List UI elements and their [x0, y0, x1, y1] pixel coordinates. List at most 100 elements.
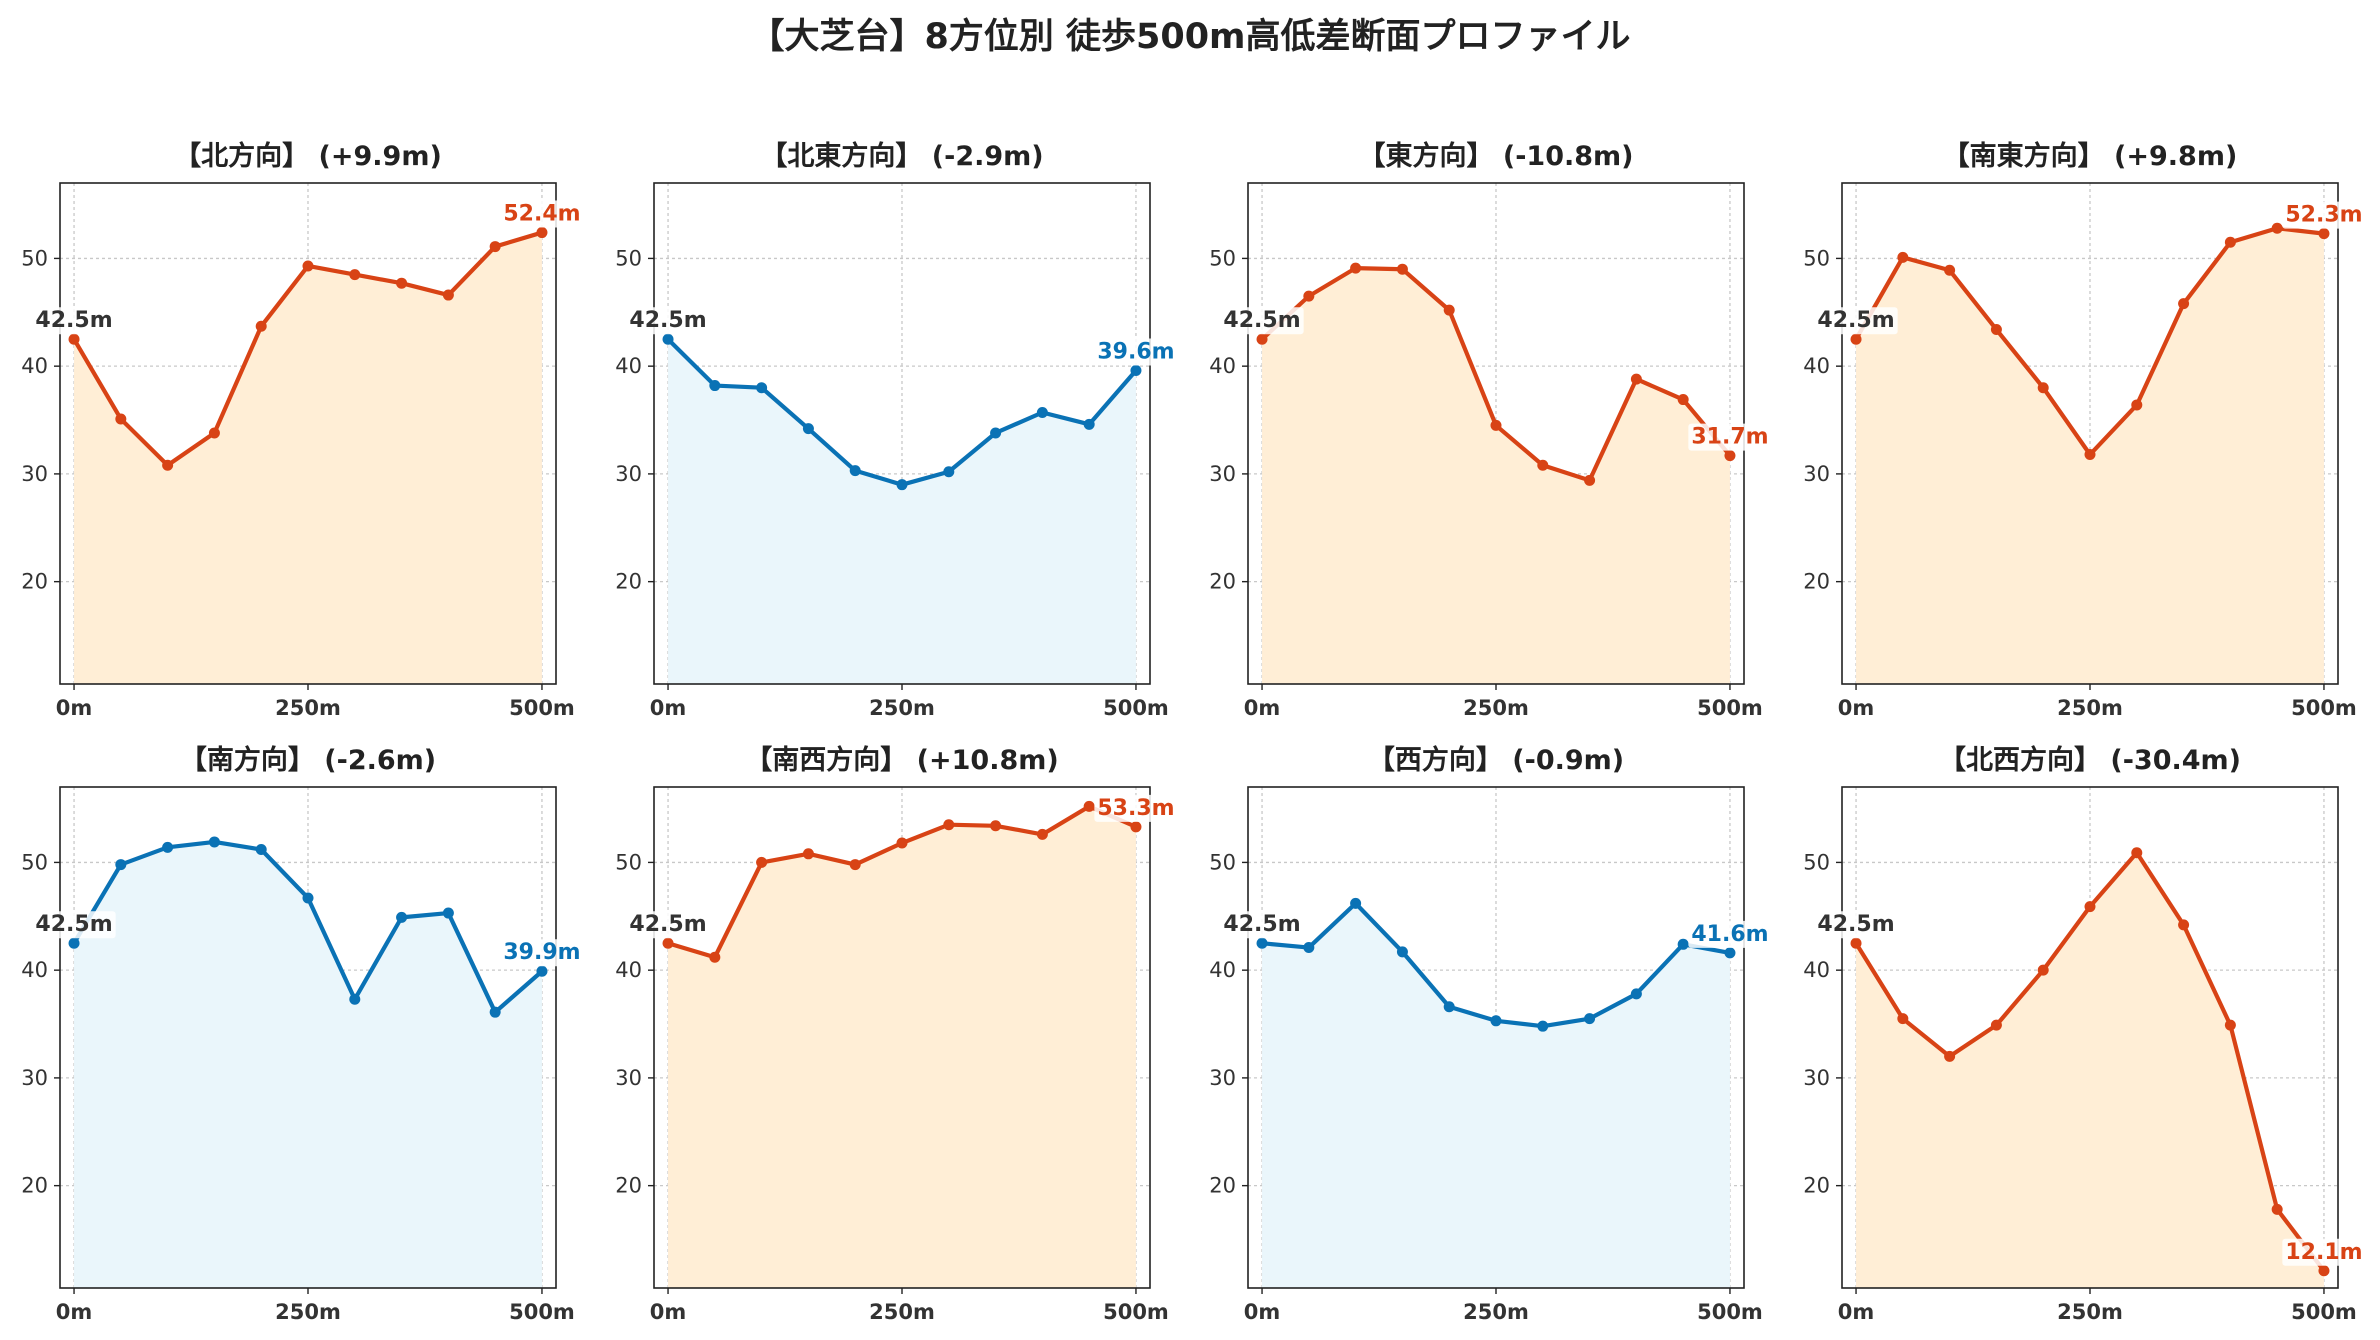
- x-tick-label: 250m: [1463, 696, 1529, 720]
- data-point: [662, 333, 674, 345]
- y-tick-label: 50: [21, 850, 48, 874]
- data-point: [442, 289, 454, 301]
- y-tick-label: 30: [1209, 1066, 1236, 1090]
- start-value-label: 42.5m: [1817, 912, 1894, 937]
- data-point: [2131, 399, 2143, 411]
- x-tick-label: 500m: [509, 1300, 575, 1324]
- data-point: [1990, 324, 2002, 336]
- data-point: [2318, 1265, 2330, 1277]
- data-point: [1724, 450, 1736, 462]
- data-point: [2271, 222, 2283, 234]
- data-point: [1850, 333, 1862, 345]
- data-point: [2131, 847, 2143, 859]
- label-background: [1814, 911, 1898, 939]
- y-tick-label: 20: [1803, 1174, 1830, 1198]
- data-point: [349, 269, 361, 281]
- data-point: [489, 1006, 501, 1018]
- y-tick-label: 20: [21, 1174, 48, 1198]
- x-tick-label: 250m: [2057, 1300, 2123, 1324]
- data-point: [1036, 406, 1048, 418]
- y-tick-label: 20: [615, 570, 642, 594]
- data-point: [115, 413, 127, 425]
- y-tick-label: 30: [615, 462, 642, 486]
- x-tick-label: 0m: [56, 696, 93, 720]
- data-point: [349, 993, 361, 1005]
- data-point: [2178, 298, 2190, 310]
- x-tick-label: 250m: [275, 696, 341, 720]
- data-point: [1537, 1020, 1549, 1032]
- y-tick-label: 30: [1209, 462, 1236, 486]
- y-tick-label: 20: [1209, 570, 1236, 594]
- data-point: [302, 260, 314, 272]
- start-value-label: 42.5m: [1223, 912, 1300, 937]
- data-point: [1083, 418, 1095, 430]
- data-point: [2224, 1019, 2236, 1031]
- start-value-label: 42.5m: [1817, 308, 1894, 333]
- label-background: [626, 307, 710, 335]
- y-tick-label: 40: [21, 354, 48, 378]
- end-value-label: 52.3m: [2285, 203, 2362, 228]
- y-tick-label: 30: [615, 1066, 642, 1090]
- data-point: [990, 427, 1002, 439]
- data-point: [2084, 449, 2096, 461]
- y-tick-label: 40: [1209, 354, 1236, 378]
- data-point: [1677, 938, 1689, 950]
- y-tick-label: 50: [1803, 246, 1830, 270]
- data-point: [943, 819, 955, 831]
- x-tick-label: 250m: [2057, 696, 2123, 720]
- data-point: [1443, 1001, 1455, 1013]
- start-value-label: 42.5m: [35, 308, 112, 333]
- y-tick-label: 30: [1803, 462, 1830, 486]
- data-point: [1083, 800, 1095, 812]
- label-background: [1688, 423, 1772, 451]
- area-fill: [668, 339, 1136, 684]
- area-fill: [1262, 268, 1730, 684]
- x-tick-label: 0m: [650, 1300, 687, 1324]
- data-point: [1630, 373, 1642, 385]
- data-point: [943, 466, 955, 478]
- label-background: [500, 939, 584, 967]
- start-value-label: 42.5m: [35, 912, 112, 937]
- data-point: [2271, 1203, 2283, 1215]
- data-point: [1850, 937, 1862, 949]
- x-tick-label: 500m: [1697, 696, 1763, 720]
- end-value-label: 52.4m: [503, 202, 580, 227]
- data-point: [990, 820, 1002, 832]
- data-point: [896, 479, 908, 491]
- x-tick-label: 250m: [275, 1300, 341, 1324]
- data-point: [756, 382, 768, 394]
- data-point: [896, 837, 908, 849]
- data-point: [1897, 1013, 1909, 1025]
- y-tick-label: 40: [1803, 354, 1830, 378]
- y-tick-label: 40: [615, 958, 642, 982]
- data-point: [2037, 382, 2049, 394]
- data-point: [1584, 1013, 1596, 1025]
- data-point: [802, 423, 814, 435]
- x-tick-label: 0m: [1838, 1300, 1875, 1324]
- label-background: [500, 200, 584, 228]
- x-tick-label: 0m: [1244, 1300, 1281, 1324]
- data-point: [802, 848, 814, 860]
- data-point: [302, 892, 314, 904]
- data-point: [162, 459, 174, 471]
- end-value-label: 39.6m: [1097, 339, 1174, 364]
- start-value-label: 42.5m: [1223, 308, 1300, 333]
- y-tick-label: 20: [1209, 1174, 1236, 1198]
- data-point: [756, 856, 768, 868]
- data-point: [1490, 419, 1502, 431]
- data-point: [208, 427, 220, 439]
- label-background: [2282, 201, 2366, 229]
- data-point: [396, 277, 408, 289]
- label-background: [32, 911, 116, 939]
- y-tick-label: 50: [1209, 246, 1236, 270]
- data-point: [255, 320, 267, 332]
- data-point: [1350, 262, 1362, 274]
- panel-title: 【北西方向】 (-30.4m): [1939, 744, 2241, 776]
- data-point: [1036, 828, 1048, 840]
- data-point: [1630, 988, 1642, 1000]
- data-point: [2318, 228, 2330, 240]
